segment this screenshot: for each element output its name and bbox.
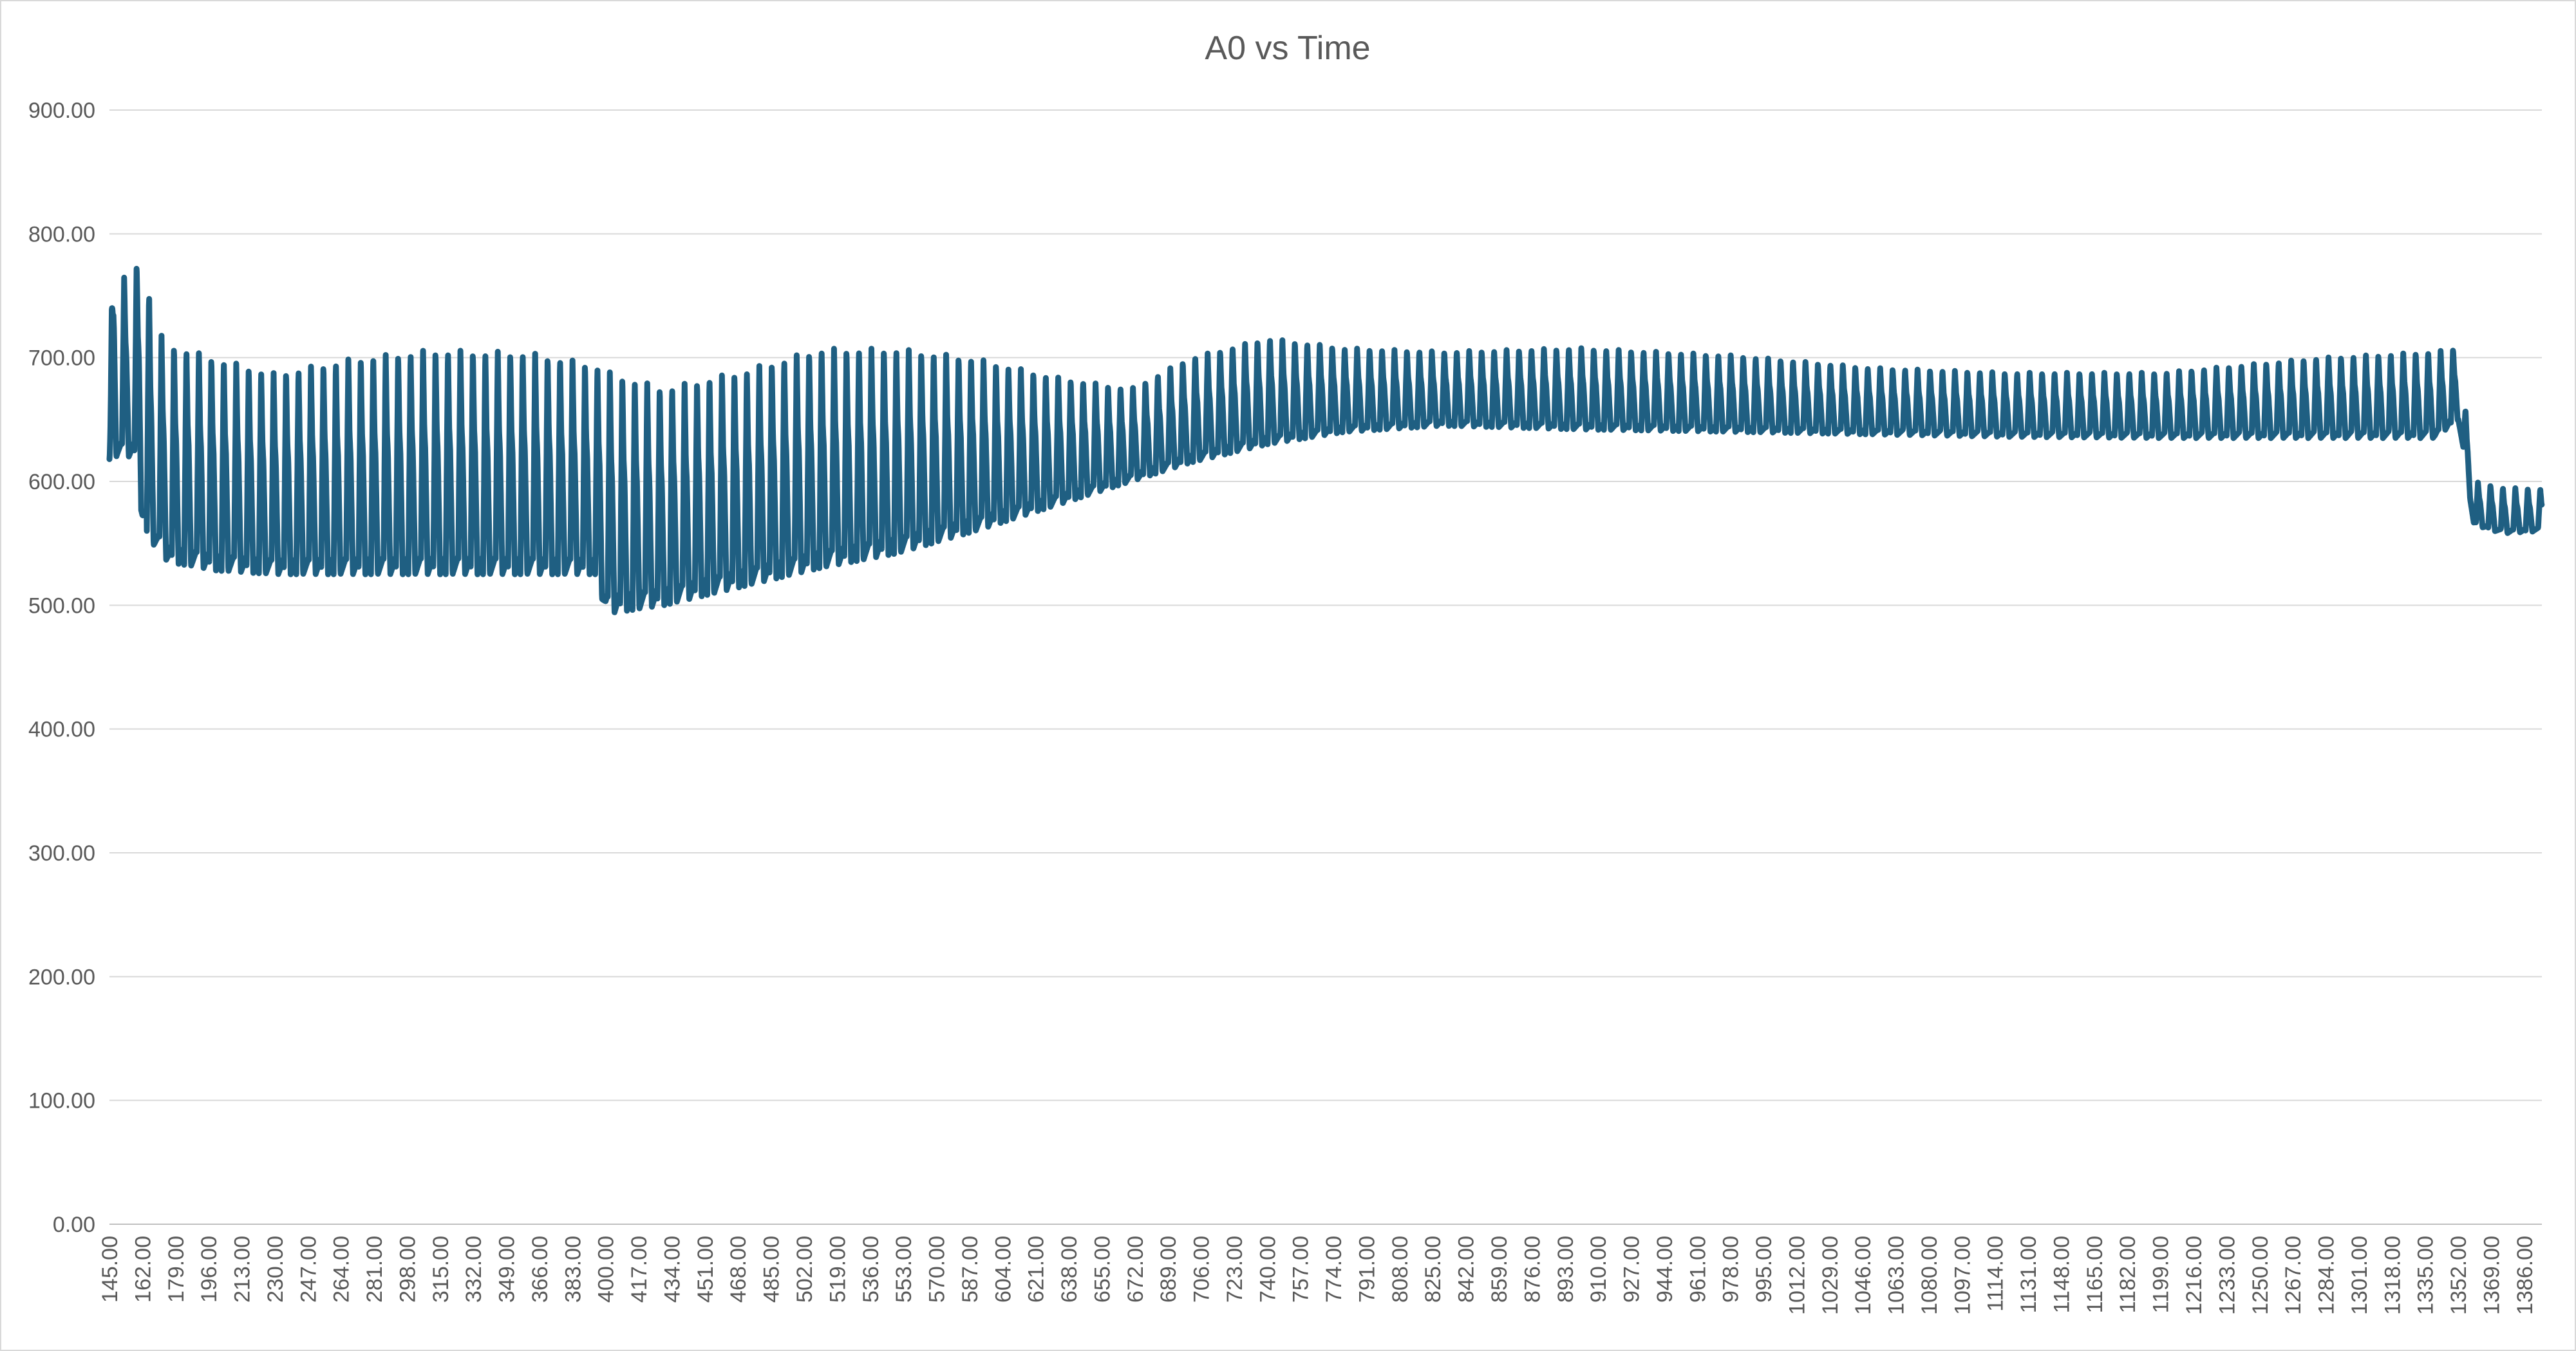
x-tick-label: 1029.00 [1818,1236,1843,1315]
x-tick-label: 400.00 [594,1236,619,1303]
x-tick-label: 1250.00 [2248,1236,2273,1315]
series-group [106,266,2545,615]
x-tick-label: 383.00 [561,1236,585,1303]
x-tick-label: 638.00 [1057,1236,1082,1303]
x-tick-label: 1148.00 [2049,1236,2074,1313]
x-tick-label: 825.00 [1421,1236,1445,1303]
x-tick-label: 519.00 [825,1236,850,1303]
x-tick-label: 689.00 [1156,1236,1181,1303]
x-tick-label: 1369.00 [2479,1236,2504,1315]
x-tick-label: 1080.00 [1917,1236,1942,1315]
x-tick-label: 145.00 [98,1236,122,1303]
x-tick-label: 179.00 [164,1236,189,1303]
x-tick-label: 315.00 [429,1236,453,1303]
x-tick-label: 706.00 [1190,1236,1214,1303]
x-tick-label: 1199.00 [2149,1236,2174,1313]
x-tick-label: 995.00 [1752,1236,1776,1303]
x-tick-label: 332.00 [462,1236,486,1303]
x-tick-label: 842.00 [1454,1236,1479,1303]
x-tick-label: 1165.00 [2083,1236,2107,1313]
y-tick-label: 400.00 [28,718,95,742]
x-tick-label: 1284.00 [2315,1236,2339,1315]
x-tick-label: 791.00 [1355,1236,1379,1303]
x-tick-label: 876.00 [1520,1236,1545,1303]
x-tick-label: 281.00 [362,1236,387,1303]
x-tick-label: 485.00 [760,1236,784,1303]
x-tick-label: 978.00 [1719,1236,1744,1303]
x-tick-label: 230.00 [263,1236,288,1303]
x-tick-label: 213.00 [230,1236,255,1303]
x-tick-label: 196.00 [197,1236,221,1303]
x-tick-label: 502.00 [793,1236,817,1303]
x-tick-label: 434.00 [660,1236,684,1303]
x-tick-label: 264.00 [330,1236,354,1303]
y-tick-label: 100.00 [28,1089,95,1113]
x-tick-label: 1097.00 [1950,1236,1975,1315]
x-tick-label: 417.00 [627,1236,652,1303]
x-tick-label: 910.00 [1586,1236,1611,1303]
y-tick-label: 700.00 [28,346,95,371]
x-tick-label: 1301.00 [2347,1236,2372,1315]
x-tick-label: 468.00 [726,1236,751,1303]
y-tick-label: 500.00 [28,593,95,618]
x-tick-label: 893.00 [1554,1236,1578,1303]
x-tick-label: 859.00 [1487,1236,1512,1303]
x-tick-label: 570.00 [925,1236,950,1303]
x-tick-label: 1386.00 [2513,1236,2537,1315]
series-line-a0 [106,266,2545,615]
x-tick-label: 587.00 [958,1236,982,1303]
x-tick-label: 944.00 [1653,1236,1677,1303]
x-tick-label: 1352.00 [2447,1236,2471,1315]
x-tick-label: 1182.00 [2116,1236,2140,1313]
x-tick-label: 723.00 [1223,1236,1247,1303]
x-tick-label: 553.00 [892,1236,916,1303]
chart-title: A0 vs Time [1205,30,1370,67]
x-tick-label: 366.00 [528,1236,552,1303]
y-tick-label: 800.00 [28,222,95,247]
x-tick-label: 1233.00 [2215,1236,2239,1315]
x-tick-label: 1012.00 [1785,1236,1809,1315]
x-tick-label: 1216.00 [2182,1236,2206,1315]
x-tick-label: 1046.00 [1851,1236,1876,1315]
x-tick-label: 774.00 [1322,1236,1346,1303]
x-tick-label: 1267.00 [2281,1236,2306,1315]
x-axis-tick-labels: 145.00 162.00 179.00 196.00 213.00 230.00 247.… [98,1236,2537,1315]
y-tick-label: 0.00 [53,1213,95,1237]
x-tick-label: 808.00 [1388,1236,1413,1303]
x-tick-label: 1131.00 [2017,1236,2041,1313]
gridlines [109,109,2542,1225]
x-tick-label: 1335.00 [2414,1236,2438,1315]
x-tick-label: 961.00 [1686,1236,1710,1303]
x-tick-label: 349.00 [495,1236,520,1303]
x-tick-label: 604.00 [991,1236,1015,1303]
y-tick-label: 600.00 [28,470,95,494]
x-tick-label: 162.00 [131,1236,155,1303]
x-tick-label: 298.00 [395,1236,420,1303]
x-tick-label: 1318.00 [2380,1236,2405,1315]
x-tick-label: 1114.00 [1984,1236,2008,1312]
x-tick-label: 757.00 [1289,1236,1313,1303]
y-tick-label: 900.00 [28,98,95,123]
x-tick-label: 621.00 [1024,1236,1049,1303]
y-tick-label: 200.00 [28,965,95,989]
y-tick-label: 300.00 [28,841,95,866]
x-tick-label: 536.00 [859,1236,883,1303]
x-tick-label: 1063.00 [1885,1236,1909,1315]
x-tick-label: 451.00 [693,1236,718,1303]
x-tick-label: 655.00 [1090,1236,1114,1303]
x-tick-label: 740.00 [1255,1236,1280,1303]
x-tick-label: 247.00 [296,1236,321,1303]
x-tick-label: 927.00 [1620,1236,1644,1303]
y-axis-tick-labels: 0.00 100.00 200.00 300.00 400.00 500.00 600.00… [28,98,95,1237]
x-tick-label: 672.00 [1123,1236,1148,1303]
